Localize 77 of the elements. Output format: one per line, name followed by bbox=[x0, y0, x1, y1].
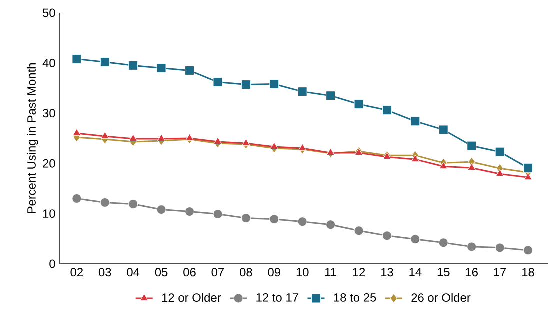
point bbox=[524, 163, 533, 173]
point bbox=[100, 198, 110, 208]
point bbox=[72, 194, 82, 204]
x-tick-label: 09 bbox=[268, 268, 280, 277]
point bbox=[72, 54, 82, 64]
y-tick-label: 30 bbox=[42, 109, 56, 118]
x-tick-label: 16 bbox=[466, 268, 478, 277]
point bbox=[213, 210, 223, 220]
point bbox=[270, 142, 279, 150]
legend-label: 26 or Older bbox=[412, 293, 471, 302]
y-tick-label: 10 bbox=[43, 210, 56, 218]
point bbox=[524, 172, 532, 180]
x-tick-label: 02 bbox=[70, 268, 83, 277]
point bbox=[495, 243, 505, 253]
x-tick-label: 04 bbox=[127, 268, 140, 277]
point bbox=[128, 200, 138, 209]
x-tick-label: 08 bbox=[240, 268, 252, 277]
x-tick-label: 12 bbox=[353, 268, 366, 277]
point bbox=[496, 169, 504, 177]
point bbox=[241, 80, 251, 90]
point bbox=[382, 231, 392, 241]
point bbox=[467, 141, 477, 151]
x-tick-label: 03 bbox=[98, 268, 112, 277]
point bbox=[298, 144, 307, 152]
x-tick-label: 13 bbox=[381, 268, 394, 277]
x-tick-label: 14 bbox=[410, 268, 422, 276]
point bbox=[410, 116, 420, 126]
x-tick-label: 18 bbox=[522, 268, 534, 277]
point bbox=[438, 238, 448, 248]
point bbox=[495, 147, 505, 157]
point bbox=[270, 80, 280, 90]
point bbox=[186, 134, 194, 141]
point bbox=[354, 100, 364, 110]
point bbox=[214, 137, 222, 145]
x-tick-label: 06 bbox=[184, 268, 196, 277]
x-tick-label: 15 bbox=[438, 268, 450, 277]
point bbox=[438, 125, 448, 135]
legend-label: 12 to 17 bbox=[256, 293, 298, 302]
point bbox=[326, 148, 335, 156]
point bbox=[326, 220, 336, 230]
y-tick-label: 40 bbox=[42, 58, 56, 68]
y-tick-label: 0 bbox=[50, 260, 56, 268]
y-axis-title: Percent Using in Past Month bbox=[27, 64, 38, 214]
point bbox=[298, 217, 308, 227]
point bbox=[185, 207, 194, 217]
point bbox=[411, 154, 420, 162]
point bbox=[101, 132, 110, 139]
legend-label: 18 to 25 bbox=[334, 293, 376, 302]
point bbox=[128, 60, 138, 70]
point bbox=[185, 66, 194, 76]
point bbox=[241, 214, 251, 224]
point bbox=[524, 246, 533, 256]
point bbox=[72, 128, 82, 136]
point bbox=[410, 234, 420, 244]
y-tick-label: 20 bbox=[43, 159, 56, 168]
point bbox=[468, 163, 476, 171]
point bbox=[354, 226, 364, 236]
point bbox=[440, 162, 448, 170]
legend-label: 12 or Older bbox=[162, 293, 222, 302]
x-tick-label: 07 bbox=[212, 268, 224, 277]
point bbox=[326, 91, 336, 101]
point bbox=[213, 78, 223, 88]
point bbox=[242, 138, 250, 146]
x-tick-label: 17 bbox=[494, 268, 506, 276]
point bbox=[270, 214, 280, 224]
x-tick-label: 10 bbox=[296, 268, 309, 277]
point bbox=[100, 57, 110, 67]
point bbox=[157, 134, 166, 142]
x-tick-label: 05 bbox=[155, 268, 168, 277]
point bbox=[129, 134, 138, 142]
point bbox=[382, 106, 392, 116]
x-tick-label: 11 bbox=[326, 268, 336, 276]
point bbox=[156, 63, 166, 73]
point bbox=[156, 205, 166, 215]
point bbox=[467, 242, 477, 252]
y-tick-label: 50 bbox=[43, 8, 56, 18]
point bbox=[298, 87, 308, 97]
